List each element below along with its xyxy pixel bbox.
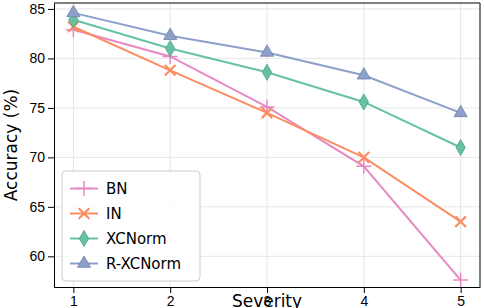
series-marker <box>262 64 271 80</box>
series-line <box>73 20 460 148</box>
series-marker <box>164 28 177 39</box>
legend-label: BN <box>106 180 128 198</box>
grid <box>54 3 480 287</box>
x-grid-line <box>363 3 364 287</box>
y-tick-label: 80 <box>29 50 45 66</box>
legend: BN IN XCNorm R-XCNorm <box>62 171 200 281</box>
y-tick-label: 85 <box>29 1 45 17</box>
y-tick-mark <box>48 157 54 158</box>
y-tick-label: 75 <box>29 100 45 116</box>
series-line <box>73 13 460 113</box>
x-tick-label: 2 <box>167 293 175 308</box>
x-tick: 5 <box>457 287 465 308</box>
legend-marker <box>79 208 90 219</box>
legend-label: XCNorm <box>106 230 167 248</box>
x-tick: 4 <box>360 287 368 308</box>
x-axis-title: Severity <box>232 291 302 308</box>
y-tick: 60 <box>29 248 54 264</box>
legend-marker <box>79 230 88 246</box>
y-tick-label: 65 <box>29 199 45 215</box>
chart: 12345606570758085BNINXCNormR-XCNormSever… <box>0 0 484 308</box>
y-tick: 70 <box>29 149 54 165</box>
y-tick: 75 <box>29 100 54 116</box>
y-tick: 80 <box>29 50 54 66</box>
y-axis-line <box>54 4 55 288</box>
y-axis: 60 65 70 75 80 85 <box>29 1 54 288</box>
x-tick: 2 <box>167 287 175 308</box>
x-tick-label: 4 <box>360 293 368 308</box>
legend-label: R-XCNorm <box>106 255 181 273</box>
series-marker <box>166 40 175 56</box>
y-tick: 85 <box>29 1 54 17</box>
series-marker <box>260 45 273 56</box>
y-tick-mark <box>48 9 54 10</box>
y-tick-mark <box>48 207 54 208</box>
series-marker <box>165 65 176 76</box>
series-marker <box>454 105 467 116</box>
series-marker <box>359 94 368 110</box>
legend-marker <box>77 181 92 196</box>
series-marker <box>359 152 370 163</box>
legend-marker <box>77 256 90 267</box>
series-marker <box>456 139 465 155</box>
series-marker <box>262 108 273 119</box>
y-axis-title: Accuracy (%) <box>1 89 21 201</box>
legend-label: IN <box>106 205 122 223</box>
series-marker <box>455 216 466 227</box>
y-tick-label: 60 <box>29 248 45 264</box>
series-group <box>66 5 468 287</box>
x-tick-label: 1 <box>70 293 78 308</box>
y-tick-label: 70 <box>29 149 45 165</box>
series-line <box>73 30 460 280</box>
series-marker <box>67 5 80 16</box>
legend-box <box>62 171 200 281</box>
series-marker <box>453 273 468 287</box>
x-tick-label: 5 <box>457 293 465 308</box>
y-tick-mark <box>48 256 54 257</box>
series-marker <box>357 68 370 79</box>
frame <box>54 3 480 4</box>
y-tick-mark <box>48 108 54 109</box>
x-tick: 1 <box>70 287 78 308</box>
plot-area: 12345606570758085BNINXCNormR-XCNorm <box>29 1 480 308</box>
y-tick-mark <box>48 58 54 59</box>
frame <box>480 3 481 287</box>
y-tick: 65 <box>29 199 54 215</box>
